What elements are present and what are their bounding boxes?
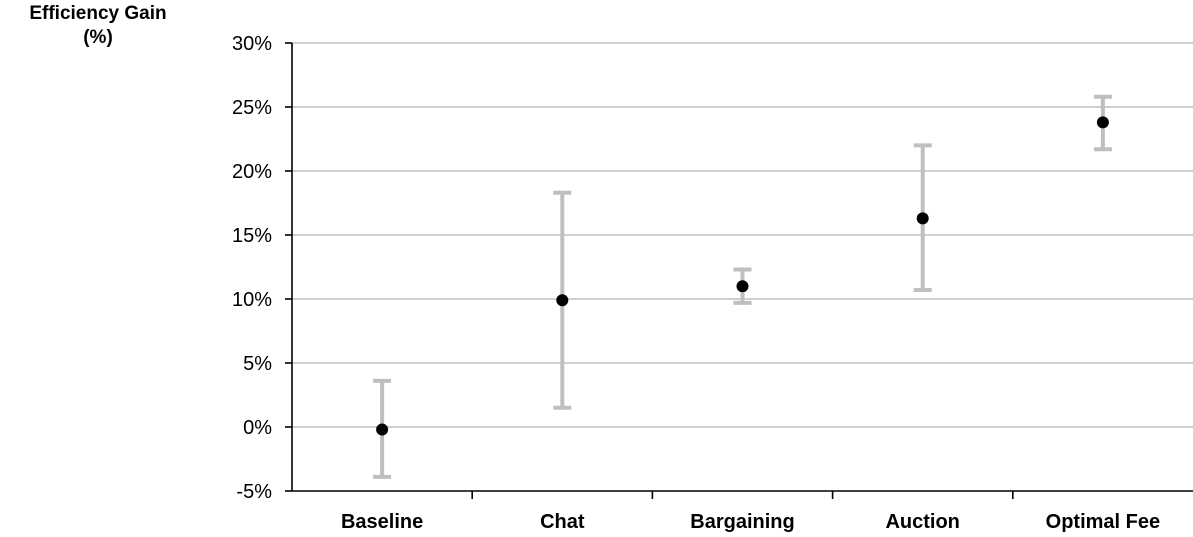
- data-point: [736, 280, 749, 293]
- data-point: [1096, 116, 1109, 129]
- y-tick-label: 25%: [232, 97, 272, 119]
- x-tick-label: Bargaining: [690, 511, 794, 533]
- x-tick-label: Baseline: [341, 511, 423, 533]
- y-tick-label: 0%: [243, 417, 272, 439]
- x-tick-label: Chat: [540, 511, 585, 533]
- x-tick-label: Optimal Fee: [1046, 511, 1160, 533]
- y-tick-label: 30%: [232, 33, 272, 55]
- y-axis-title: Efficiency Gain (%): [0, 2, 196, 50]
- y-axis-title-line2: (%): [83, 27, 113, 48]
- y-axis-title-line1: Efficiency Gain: [29, 3, 167, 24]
- data-point: [556, 294, 569, 307]
- y-tick-label: 10%: [232, 289, 272, 311]
- x-tick-label: Auction: [885, 511, 959, 533]
- y-tick-label: -5%: [236, 481, 272, 503]
- data-point: [376, 423, 389, 436]
- data-point: [916, 212, 929, 225]
- y-tick-label: 20%: [232, 161, 272, 183]
- y-tick-label: 15%: [232, 225, 272, 247]
- y-tick-label: 5%: [243, 353, 272, 375]
